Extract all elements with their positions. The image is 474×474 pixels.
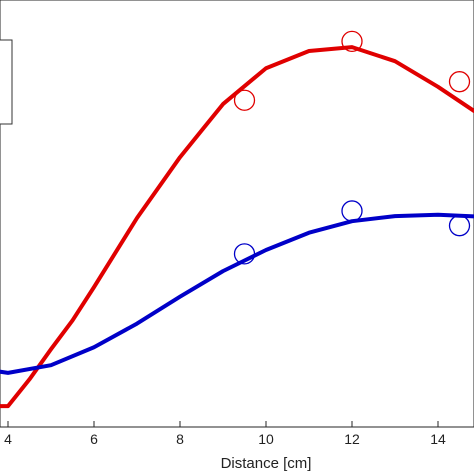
plot-frame: [0, 0, 474, 428]
legend-frame: [0, 39, 13, 125]
series-layer: [0, 30, 474, 409]
x-tick-label: 10: [258, 431, 274, 447]
series-2-marker: [233, 243, 256, 265]
x-axis: 4 6 8 10 12 14: [4, 421, 446, 447]
x-axis-title: Distance [cm]: [221, 455, 312, 472]
x-tick-label: 4: [4, 431, 12, 447]
legend-box: [0, 39, 13, 125]
x-tick-label: 14: [430, 431, 446, 447]
series-2-marker: [448, 215, 471, 237]
x-tick-label: 6: [90, 431, 98, 447]
series-1-marker: [341, 30, 363, 53]
series-2-marker: [341, 200, 363, 222]
series-2-line: [0, 212, 474, 375]
series-1-marker: [233, 89, 256, 111]
x-tick-label: 8: [176, 431, 184, 447]
x-tick-label: 12: [344, 431, 360, 447]
series-1-marker: [448, 71, 471, 93]
